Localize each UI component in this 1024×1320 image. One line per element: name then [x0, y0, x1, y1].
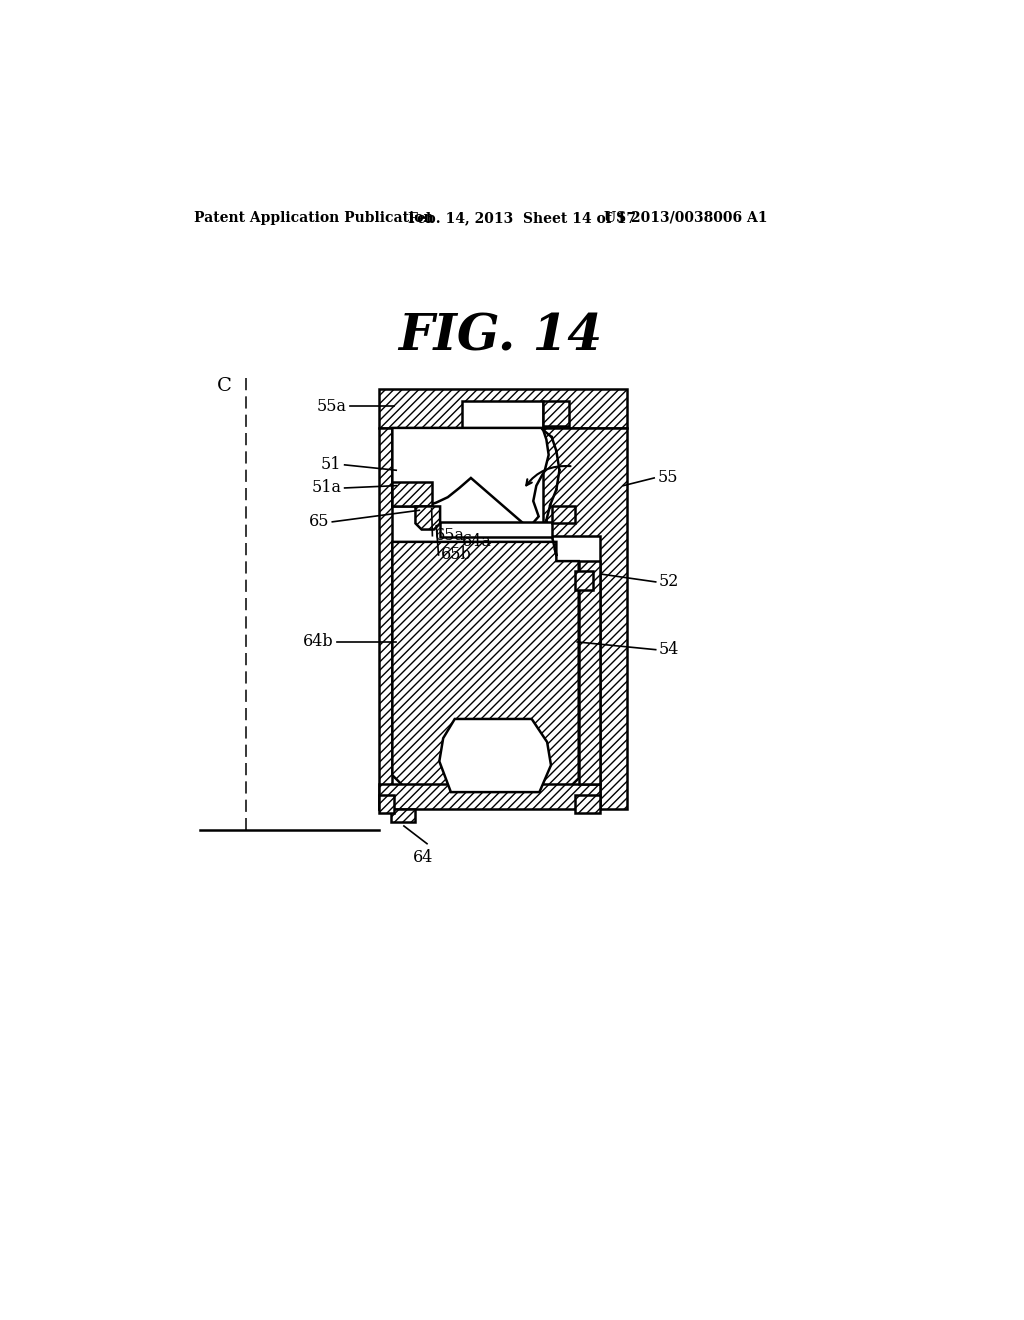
Text: C: C	[217, 376, 232, 395]
Text: FIG. 14: FIG. 14	[398, 313, 602, 362]
Polygon shape	[391, 809, 416, 822]
Text: 55a: 55a	[317, 397, 347, 414]
Text: US 2013/0038006 A1: US 2013/0038006 A1	[604, 211, 768, 224]
Polygon shape	[379, 795, 394, 813]
Polygon shape	[543, 401, 569, 426]
Polygon shape	[440, 521, 552, 537]
Polygon shape	[392, 428, 549, 528]
Text: 64a: 64a	[462, 532, 492, 549]
Text: 55: 55	[657, 470, 678, 487]
Polygon shape	[416, 507, 440, 529]
Polygon shape	[574, 795, 600, 813]
Text: 51a: 51a	[311, 479, 342, 496]
Polygon shape	[543, 428, 628, 809]
Polygon shape	[392, 482, 432, 507]
Polygon shape	[462, 401, 543, 428]
Polygon shape	[379, 389, 628, 428]
Text: 64b: 64b	[303, 634, 334, 651]
Text: 65a: 65a	[435, 527, 465, 544]
Polygon shape	[392, 543, 579, 796]
Polygon shape	[379, 784, 600, 809]
Polygon shape	[552, 507, 574, 524]
Text: 64: 64	[413, 849, 433, 866]
Text: Patent Application Publication: Patent Application Publication	[194, 211, 433, 224]
Text: 65: 65	[308, 513, 330, 531]
Text: 65b: 65b	[441, 546, 472, 564]
Text: 52: 52	[658, 573, 679, 590]
Text: 54: 54	[658, 642, 679, 659]
Polygon shape	[574, 572, 593, 590]
Polygon shape	[579, 561, 600, 784]
Polygon shape	[379, 428, 392, 809]
Text: 51: 51	[322, 457, 342, 474]
Polygon shape	[439, 719, 551, 792]
Text: Feb. 14, 2013  Sheet 14 of 17: Feb. 14, 2013 Sheet 14 of 17	[408, 211, 636, 224]
